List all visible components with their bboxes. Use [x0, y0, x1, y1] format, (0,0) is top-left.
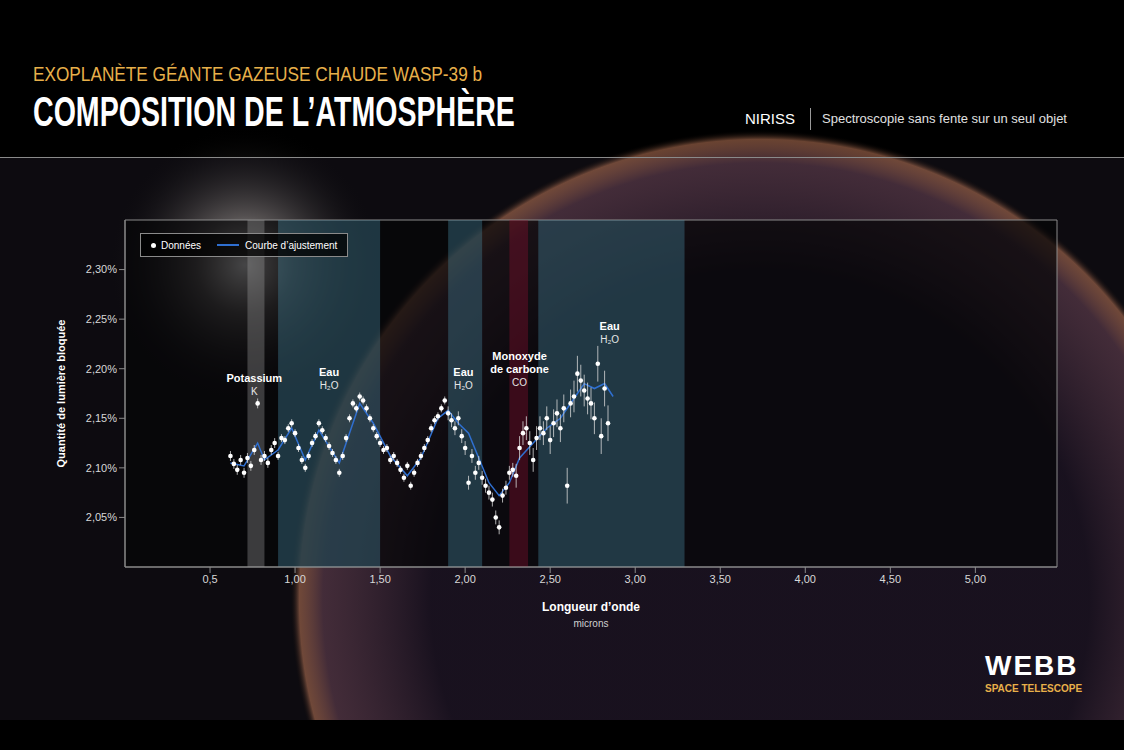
svg-text:Longueur d’onde: Longueur d’onde — [542, 600, 640, 614]
html-text:Spectroscopie sans fente sur u: Spectroscopie sans fente sur un seul obj… — [822, 111, 1067, 126]
svg-text:Eau: Eau — [319, 366, 339, 378]
svg-text:2,10%: 2,10% — [86, 462, 117, 474]
svg-text:H₂O: H₂O — [600, 334, 619, 345]
html-text:Courbe d’ajustement: Courbe d’ajustement — [245, 239, 338, 251]
svg-text:0,5: 0,5 — [202, 573, 217, 585]
svg-text:2,00: 2,00 — [454, 573, 475, 585]
svg-text:de carbone: de carbone — [490, 363, 549, 375]
svg-text:3,50: 3,50 — [710, 573, 731, 585]
svg-text:2,20%: 2,20% — [86, 363, 117, 375]
svg-text:H₂O: H₂O — [320, 380, 339, 391]
svg-text:1,00: 1,00 — [284, 573, 305, 585]
html-text:COMPOSITION DE L’ATMOSPHÈRE: COMPOSITION DE L’ATMOSPHÈRE — [33, 88, 515, 135]
svg-text:microns: microns — [573, 618, 608, 629]
svg-text:2,25%: 2,25% — [86, 313, 117, 325]
svg-text:3,00: 3,00 — [625, 573, 646, 585]
svg-text:Monoxyde: Monoxyde — [492, 350, 546, 362]
html-text:NIRISS: NIRISS — [745, 110, 795, 127]
svg-text:2,50: 2,50 — [539, 573, 560, 585]
svg-text:Eau: Eau — [453, 366, 473, 378]
html-text:EXOPLANÈTE GÉANTE GAZEUSE CHAU: EXOPLANÈTE GÉANTE GAZEUSE CHAUDE WASP-39… — [33, 62, 483, 85]
html-text:WEBB: WEBB — [985, 650, 1079, 681]
svg-text:Potassium: Potassium — [226, 372, 282, 384]
svg-text:1,50: 1,50 — [369, 573, 390, 585]
svg-text:H₂O: H₂O — [454, 380, 473, 391]
svg-text:4,50: 4,50 — [880, 573, 901, 585]
html-text:Données: Données — [161, 239, 201, 251]
svg-text:Quantité de lumière bloquée: Quantité de lumière bloquée — [55, 320, 67, 468]
svg-text:2,15%: 2,15% — [86, 412, 117, 424]
svg-text:K: K — [251, 386, 258, 397]
svg-text:5,00: 5,00 — [965, 573, 986, 585]
svg-text:Eau: Eau — [600, 320, 620, 332]
svg-text:2,05%: 2,05% — [86, 511, 117, 523]
html-text:SPACE TELESCOPE: SPACE TELESCOPE — [985, 683, 1083, 694]
svg-text:4,00: 4,00 — [795, 573, 816, 585]
svg-text:2,30%: 2,30% — [86, 263, 117, 275]
svg-text:CO: CO — [512, 377, 527, 388]
